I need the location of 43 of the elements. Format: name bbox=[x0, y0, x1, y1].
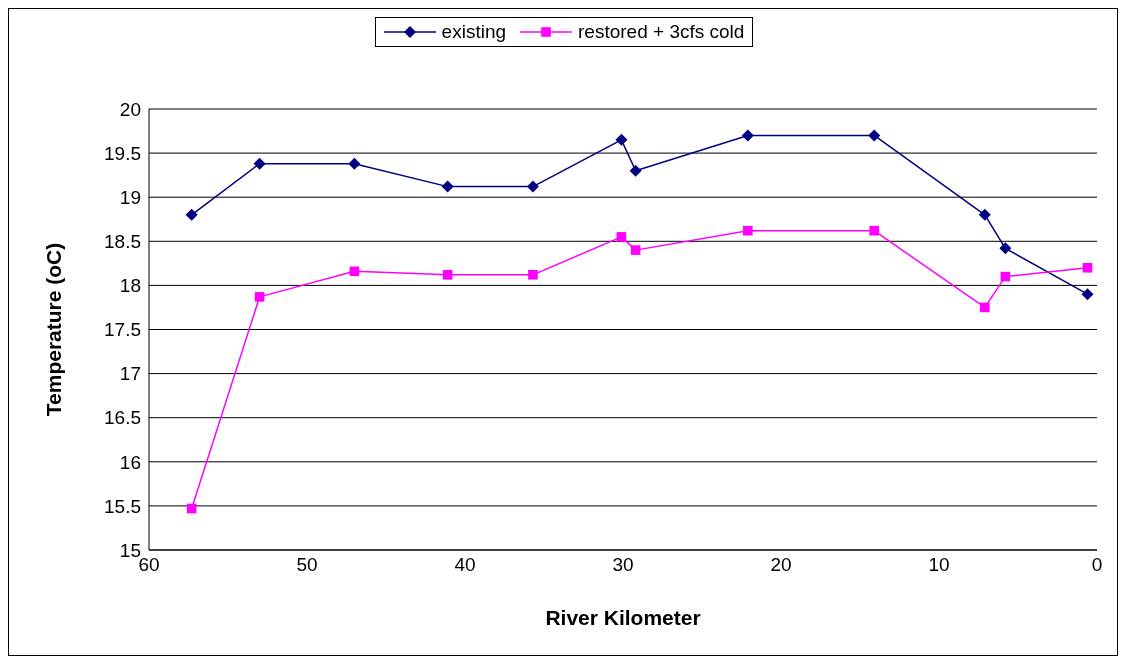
point bbox=[999, 242, 1012, 255]
y-tick-label: 16 bbox=[119, 451, 141, 473]
x-tick-label: 0 bbox=[1091, 554, 1103, 576]
y-tick-label: 17.5 bbox=[104, 319, 141, 341]
y-tick-label: 18 bbox=[119, 275, 141, 297]
y-tick-label: 15 bbox=[119, 539, 141, 561]
y-tick-label: 17 bbox=[119, 363, 141, 385]
point bbox=[253, 157, 266, 170]
point bbox=[254, 292, 265, 302]
x-tick-label: 10 bbox=[928, 554, 950, 576]
point bbox=[1082, 262, 1093, 273]
y-tick-label: 16.5 bbox=[104, 407, 141, 429]
y-tick-label: 15.5 bbox=[104, 495, 141, 517]
point bbox=[868, 129, 881, 142]
point bbox=[630, 245, 641, 255]
point bbox=[743, 225, 753, 236]
point bbox=[978, 208, 991, 221]
y-tick-label: 19 bbox=[119, 186, 141, 208]
y-tick-label: 18.5 bbox=[104, 231, 141, 253]
point bbox=[616, 232, 627, 242]
y-tick-label: 19.5 bbox=[104, 142, 141, 164]
x-tick-label: 30 bbox=[612, 554, 634, 576]
x-tick-label: 20 bbox=[770, 554, 792, 576]
x-tick-label: 50 bbox=[296, 554, 318, 576]
legend-label: restored + 3cfs cold bbox=[577, 21, 745, 43]
x-tick-label: 40 bbox=[454, 554, 476, 576]
point bbox=[980, 302, 990, 313]
point bbox=[869, 225, 880, 236]
point bbox=[528, 270, 538, 280]
legend-label: existing bbox=[440, 21, 507, 43]
point bbox=[185, 208, 198, 221]
point bbox=[526, 180, 539, 193]
point bbox=[349, 266, 360, 277]
y-tick-label: 20 bbox=[119, 98, 141, 120]
point bbox=[442, 270, 453, 280]
y-axis-title: Temperature (oC) bbox=[42, 242, 66, 417]
point bbox=[741, 129, 754, 142]
x-axis-title: River Kilometer bbox=[545, 606, 701, 629]
point bbox=[348, 157, 361, 170]
point bbox=[441, 180, 454, 193]
point bbox=[615, 133, 628, 146]
point bbox=[629, 164, 642, 177]
point bbox=[1081, 288, 1094, 301]
